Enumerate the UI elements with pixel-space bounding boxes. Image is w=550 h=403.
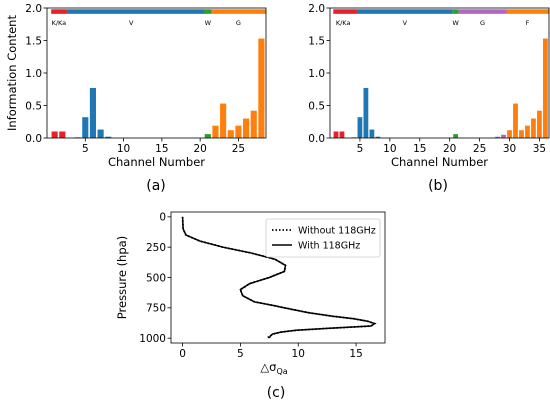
- x-tick-label: 30: [503, 143, 516, 155]
- y-tick-label: 1000: [139, 333, 166, 345]
- panel-c: 0 5 10 15 0 250 500 750 1000 △σQa Pressure (hpa) Wi…: [115, 211, 386, 401]
- bar-channel-2: [339, 131, 345, 138]
- band-label-f: F: [526, 19, 530, 27]
- x-tick-label: 0: [179, 348, 186, 360]
- panel-label: (a): [146, 178, 166, 194]
- bar-channel-7: [97, 129, 104, 138]
- y-axis-label: Information Content: [5, 15, 19, 131]
- band-label-v: V: [129, 19, 134, 27]
- bar-channel-1: [333, 131, 339, 138]
- x-axis-label: △σQa: [260, 360, 287, 376]
- band-label-w: W: [205, 19, 212, 27]
- panel-label: (b): [428, 178, 448, 194]
- bar-channel-26: [243, 118, 250, 138]
- bar-channel-25: [235, 125, 242, 138]
- band-label-v: V: [403, 19, 408, 27]
- bar-channel-28: [258, 38, 265, 138]
- x-tick-label: 15: [413, 143, 426, 155]
- band-g: [211, 9, 266, 14]
- x-tick-label: 5: [357, 143, 364, 155]
- y-tick-label: 500: [146, 272, 166, 284]
- x-tick-label: 35: [533, 143, 546, 155]
- x-tick-label: 15: [349, 348, 362, 360]
- x-tick-label: 15: [155, 143, 168, 155]
- x-axis-label-subscript: Qa: [276, 367, 287, 376]
- bar-channel-23: [220, 103, 227, 138]
- y-tick-label: 1.0: [25, 68, 42, 80]
- x-tick-label: 25: [232, 143, 245, 155]
- legend-entry: Without 118GHz: [298, 226, 376, 237]
- y-tick-label: 2.0: [25, 3, 42, 15]
- bar-channel-5: [82, 117, 89, 138]
- bar-channel-2: [59, 131, 66, 138]
- bar-channel-1: [51, 131, 58, 138]
- y-tick-label: 0.5: [25, 100, 42, 112]
- panel-label: (c): [267, 385, 286, 401]
- x-tick-label: 5: [237, 348, 244, 360]
- bar-channel-36: [543, 38, 548, 138]
- x-tick-label: 10: [292, 348, 305, 360]
- legend-entry: With 118GHz: [298, 241, 360, 252]
- bar-channel-21: [204, 134, 211, 138]
- band-label-kka: K/Ka: [52, 19, 67, 27]
- bar-channel-6: [363, 87, 369, 138]
- y-tick-label: 0.0: [25, 133, 42, 145]
- bar-channel-8: [105, 136, 112, 138]
- x-tick-label: 20: [443, 143, 456, 155]
- legend: Without 118GHz With 118GHz: [265, 218, 381, 258]
- bar-channel-24: [227, 130, 234, 138]
- bar-channel-33: [525, 125, 530, 138]
- y-tick-label: 0.0: [308, 133, 325, 145]
- bar-channel-29: [501, 134, 506, 138]
- y-tick-label: 1.5: [25, 35, 42, 47]
- bar-channel-5: [357, 117, 363, 138]
- band-kka: [51, 9, 67, 14]
- band-w: [203, 9, 212, 14]
- y-tick-label: 750: [146, 303, 166, 315]
- line-with-118ghz: [181, 216, 377, 339]
- band-w: [452, 9, 459, 14]
- bar-channel-8: [375, 136, 381, 138]
- y-tick-label: 250: [146, 242, 166, 254]
- bar-channel-28: [495, 136, 500, 138]
- y-tick-label: 2.0: [308, 3, 325, 15]
- panel-a: K/Ka V W G 5 10 15 20 25 0.0 0.5 1.0 1.5 2.0 Channel N…: [5, 3, 267, 194]
- band-v: [66, 9, 204, 14]
- x-tick-label: 20: [193, 143, 206, 155]
- x-tick-label: 10: [383, 143, 396, 155]
- panel-b: K/Ka V W G F 5 10 15 20 25 30 35 0.0 0.5 1.0 1.5 2.0 Chan…: [308, 3, 550, 194]
- bar-channel-31: [513, 103, 518, 138]
- x-axis-label: Channel Number: [391, 155, 488, 169]
- band-g: [458, 9, 507, 14]
- x-tick-label: 25: [473, 143, 486, 155]
- band-label-g: G: [236, 19, 241, 27]
- bar-channel-30: [507, 130, 512, 138]
- bar-channel-22: [212, 125, 219, 138]
- legend-box: [265, 218, 381, 258]
- band-label-kka: K/Ka: [336, 19, 351, 27]
- x-axis-label: Channel Number: [108, 155, 205, 169]
- bar-channel-7: [369, 129, 375, 138]
- bar-channel-32: [519, 130, 524, 138]
- band-kka: [333, 9, 357, 14]
- bar-channel-34: [531, 118, 536, 138]
- y-tick-label: 0.5: [308, 100, 325, 112]
- band-label-g: G: [480, 19, 485, 27]
- bar-channel-6: [89, 87, 97, 138]
- axes-frame: [46, 7, 267, 139]
- band-label-w: W: [452, 19, 459, 27]
- y-tick-label: 0: [159, 212, 166, 224]
- bar-channel-21: [453, 134, 459, 138]
- x-tick-label: 10: [117, 143, 130, 155]
- band-v: [356, 9, 453, 14]
- bar-channel-35: [537, 110, 542, 138]
- y-axis-label: Pressure (hpa): [115, 236, 129, 319]
- x-tick-label: 5: [82, 143, 89, 155]
- band-f: [506, 9, 549, 14]
- bar-channel-27: [250, 110, 257, 138]
- y-tick-label: 1.5: [308, 35, 325, 47]
- y-tick-label: 1.0: [308, 68, 325, 80]
